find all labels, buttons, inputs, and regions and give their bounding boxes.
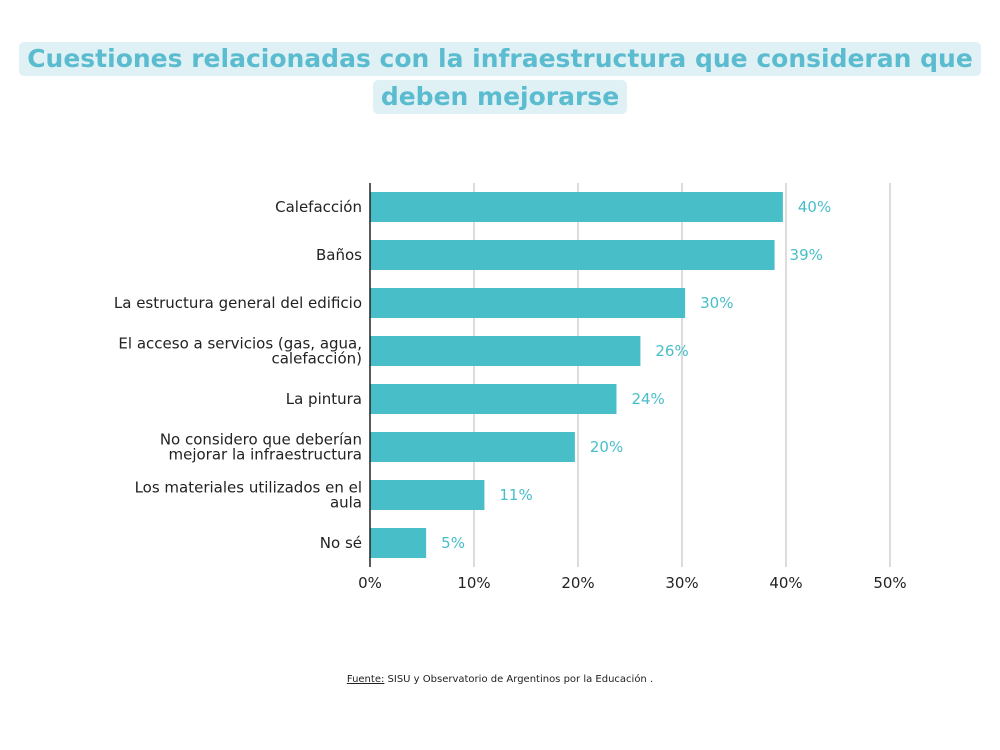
data-label: 5% bbox=[441, 534, 465, 552]
category-label: No considero que deberían bbox=[160, 431, 362, 449]
category-label: La pintura bbox=[286, 390, 362, 408]
data-label: 39% bbox=[790, 246, 823, 264]
category-label: El acceso a servicios (gas, agua, bbox=[118, 335, 362, 353]
category-label: No sé bbox=[320, 534, 362, 552]
bar bbox=[370, 192, 783, 222]
category-label: aula bbox=[330, 494, 362, 512]
bar bbox=[370, 432, 575, 462]
bar bbox=[370, 288, 686, 318]
data-label: 24% bbox=[631, 390, 664, 408]
data-label: 20% bbox=[590, 438, 623, 456]
category-label: Los materiales utilizados en el bbox=[135, 479, 362, 497]
x-tick-label: 0% bbox=[358, 574, 382, 592]
category-label: La estructura general del edificio bbox=[114, 294, 362, 312]
x-tick-label: 10% bbox=[457, 574, 490, 592]
bar bbox=[370, 240, 775, 270]
bar bbox=[370, 384, 617, 414]
x-tick-label: 40% bbox=[769, 574, 802, 592]
x-tick-label: 20% bbox=[561, 574, 594, 592]
source-note: Fuente: SISU y Observatorio de Argentino… bbox=[0, 674, 1000, 685]
data-label: 30% bbox=[700, 294, 733, 312]
bar bbox=[370, 336, 641, 366]
source-text: SISU y Observatorio de Argentinos por la… bbox=[387, 674, 654, 685]
category-label: calefacción) bbox=[271, 350, 362, 368]
data-label: 11% bbox=[499, 486, 532, 504]
data-label: 26% bbox=[655, 342, 688, 360]
x-tick-label: 30% bbox=[665, 574, 698, 592]
x-tick-label: 50% bbox=[873, 574, 906, 592]
bar bbox=[370, 528, 427, 558]
data-label: 40% bbox=[798, 198, 831, 216]
source-label: Fuente: bbox=[346, 674, 385, 685]
chart-title-line-1: Cuestiones relacionadas con la infraestr… bbox=[19, 42, 981, 76]
category-label: mejorar la infraestructura bbox=[168, 446, 362, 464]
bar bbox=[370, 480, 485, 510]
chart-title-line-2: deben mejorarse bbox=[372, 80, 628, 114]
chart-title: Cuestiones relacionadas con la infraestr… bbox=[0, 42, 1000, 118]
category-label: Baños bbox=[316, 246, 362, 264]
category-label: Calefacción bbox=[275, 198, 362, 216]
